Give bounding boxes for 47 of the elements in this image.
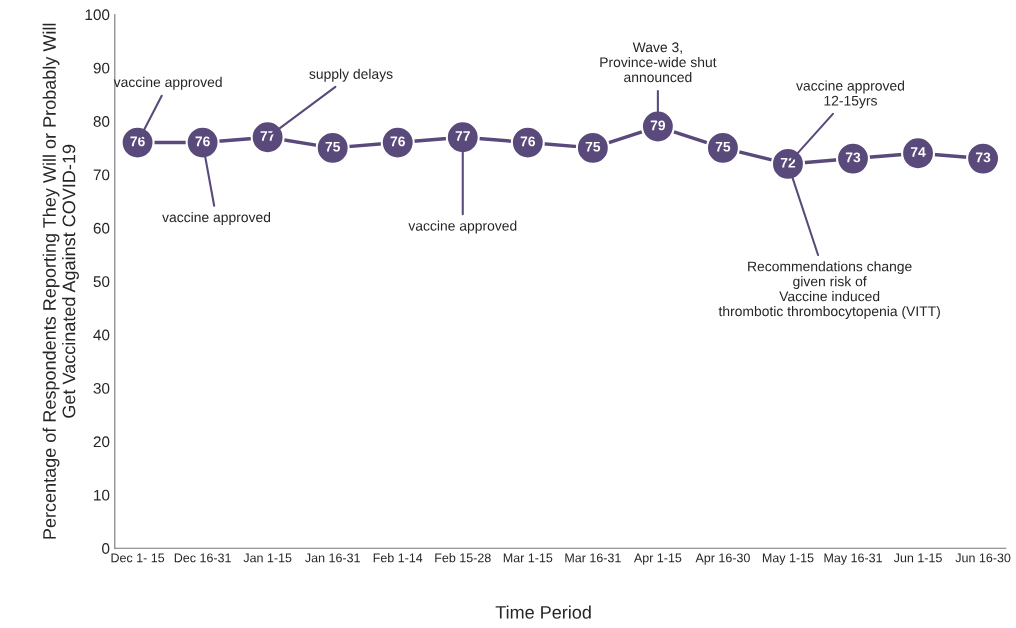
annotation: vaccine approved 12-15yrs xyxy=(796,80,904,109)
annotation: vaccine approved xyxy=(408,220,517,234)
y-tick-label: 80 xyxy=(93,116,110,127)
x-tick-label: May 1-15 xyxy=(762,553,814,565)
x-tick-label: Feb 1-14 xyxy=(373,553,423,563)
y-tick-label: 60 xyxy=(93,222,110,234)
annotation: Wave 3, Province-wide shut announced xyxy=(600,42,717,83)
data-label: 75 xyxy=(585,141,601,152)
x-tick-label: Dec 16-31 xyxy=(174,553,231,563)
y-axis-title: Percentage of Respondents Reporting They Will or Probably Will Get Vaccinated Against COVID-19 xyxy=(42,23,79,539)
y-tick-label: 90 xyxy=(93,62,110,74)
y-tick-label: 50 xyxy=(93,276,110,288)
data-label: 75 xyxy=(715,141,731,152)
data-label: 76 xyxy=(195,136,210,147)
y-tick-label: 100 xyxy=(85,9,110,21)
y-tick-label: 40 xyxy=(93,329,110,341)
x-tick-label: Jun 1-15 xyxy=(893,553,942,563)
y-tick-label: 20 xyxy=(93,436,110,448)
x-tick-label: Jan 16-31 xyxy=(305,553,360,563)
x-tick-label: Apr 16-30 xyxy=(695,553,750,565)
annotation: Recommendations change given risk of Vaccine induced thrombotic thrombocytopenia (VITT) xyxy=(718,261,940,319)
x-tick-label: Mar 1-15 xyxy=(503,553,553,563)
x-tick-label: Jan 1-15 xyxy=(243,553,292,563)
x-tick-label: Apr 1-15 xyxy=(633,553,682,565)
y-tick-label: 0 xyxy=(102,543,110,554)
y-tick-label: 10 xyxy=(94,489,110,501)
annotation: vaccine approved xyxy=(162,212,271,225)
data-label: 77 xyxy=(455,131,470,141)
x-tick-label: May 16-31 xyxy=(824,553,882,565)
data-label: 76 xyxy=(130,136,145,147)
data-label: 73 xyxy=(845,152,861,163)
data-label: 79 xyxy=(650,120,666,131)
x-tick-label: Jun 16-30 xyxy=(955,553,1011,563)
x-tick-label: Feb 15-28 xyxy=(435,553,491,563)
data-label: 72 xyxy=(780,157,796,168)
x-tick-label: Dec 1- 15 xyxy=(111,553,165,563)
data-label: 75 xyxy=(325,141,341,152)
y-tick-label: 30 xyxy=(93,382,110,394)
data-label: 76 xyxy=(520,136,536,147)
x-axis-title: Time Period xyxy=(495,605,591,619)
annotation: vaccine approved xyxy=(113,76,222,90)
y-tick-label: 70 xyxy=(93,169,110,181)
x-tick-label: Mar 16-31 xyxy=(565,553,621,563)
data-label: 73 xyxy=(975,152,991,163)
data-label: 76 xyxy=(390,136,405,147)
data-label: 74 xyxy=(910,147,926,157)
annotation: supply delays xyxy=(309,68,393,82)
